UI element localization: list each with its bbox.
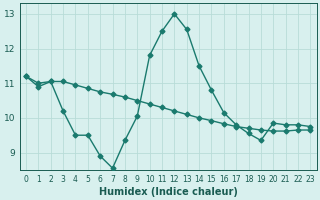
X-axis label: Humidex (Indice chaleur): Humidex (Indice chaleur) bbox=[99, 187, 238, 197]
